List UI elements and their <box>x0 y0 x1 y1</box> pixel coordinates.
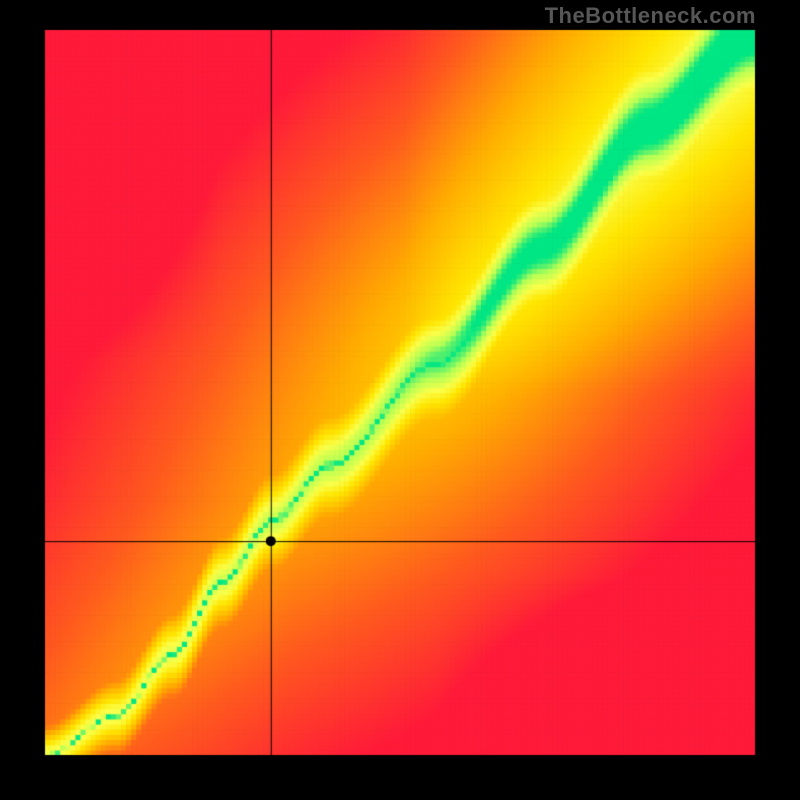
watermark-text: TheBottleneck.com <box>545 3 756 29</box>
bottleneck-heatmap <box>0 0 800 800</box>
